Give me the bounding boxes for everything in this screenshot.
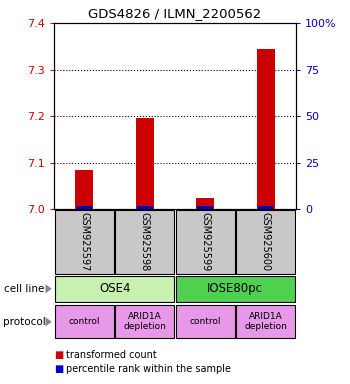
- Polygon shape: [46, 317, 52, 326]
- Bar: [258, 205, 273, 209]
- Text: IOSE80pc: IOSE80pc: [207, 283, 263, 295]
- FancyBboxPatch shape: [236, 210, 295, 274]
- Bar: [77, 205, 92, 209]
- FancyBboxPatch shape: [236, 305, 295, 338]
- Text: protocol: protocol: [4, 317, 46, 327]
- FancyBboxPatch shape: [55, 305, 114, 338]
- Text: ■: ■: [54, 350, 63, 360]
- FancyBboxPatch shape: [176, 305, 235, 338]
- Text: GSM925600: GSM925600: [260, 212, 271, 271]
- Bar: [197, 205, 213, 209]
- Bar: [137, 205, 153, 209]
- Bar: [257, 49, 275, 209]
- Text: GSM925598: GSM925598: [140, 212, 150, 271]
- Text: ARID1A
depletion: ARID1A depletion: [123, 312, 166, 331]
- Text: transformed count: transformed count: [66, 350, 157, 360]
- Polygon shape: [46, 284, 52, 293]
- FancyBboxPatch shape: [115, 210, 174, 274]
- FancyBboxPatch shape: [115, 305, 174, 338]
- Text: control: control: [189, 317, 221, 326]
- Text: GSM925597: GSM925597: [79, 212, 90, 271]
- Text: percentile rank within the sample: percentile rank within the sample: [66, 364, 231, 374]
- Text: ■: ■: [54, 364, 63, 374]
- FancyBboxPatch shape: [55, 276, 174, 302]
- FancyBboxPatch shape: [176, 276, 295, 302]
- Text: GSM925599: GSM925599: [200, 212, 210, 271]
- Text: control: control: [69, 317, 100, 326]
- Bar: [75, 170, 93, 209]
- Text: ARID1A
depletion: ARID1A depletion: [244, 312, 287, 331]
- FancyBboxPatch shape: [55, 210, 114, 274]
- Text: cell line: cell line: [4, 284, 44, 294]
- Bar: [196, 198, 214, 209]
- FancyBboxPatch shape: [176, 210, 235, 274]
- Text: OSE4: OSE4: [99, 283, 130, 295]
- Title: GDS4826 / ILMN_2200562: GDS4826 / ILMN_2200562: [88, 7, 262, 20]
- Bar: [136, 119, 154, 209]
